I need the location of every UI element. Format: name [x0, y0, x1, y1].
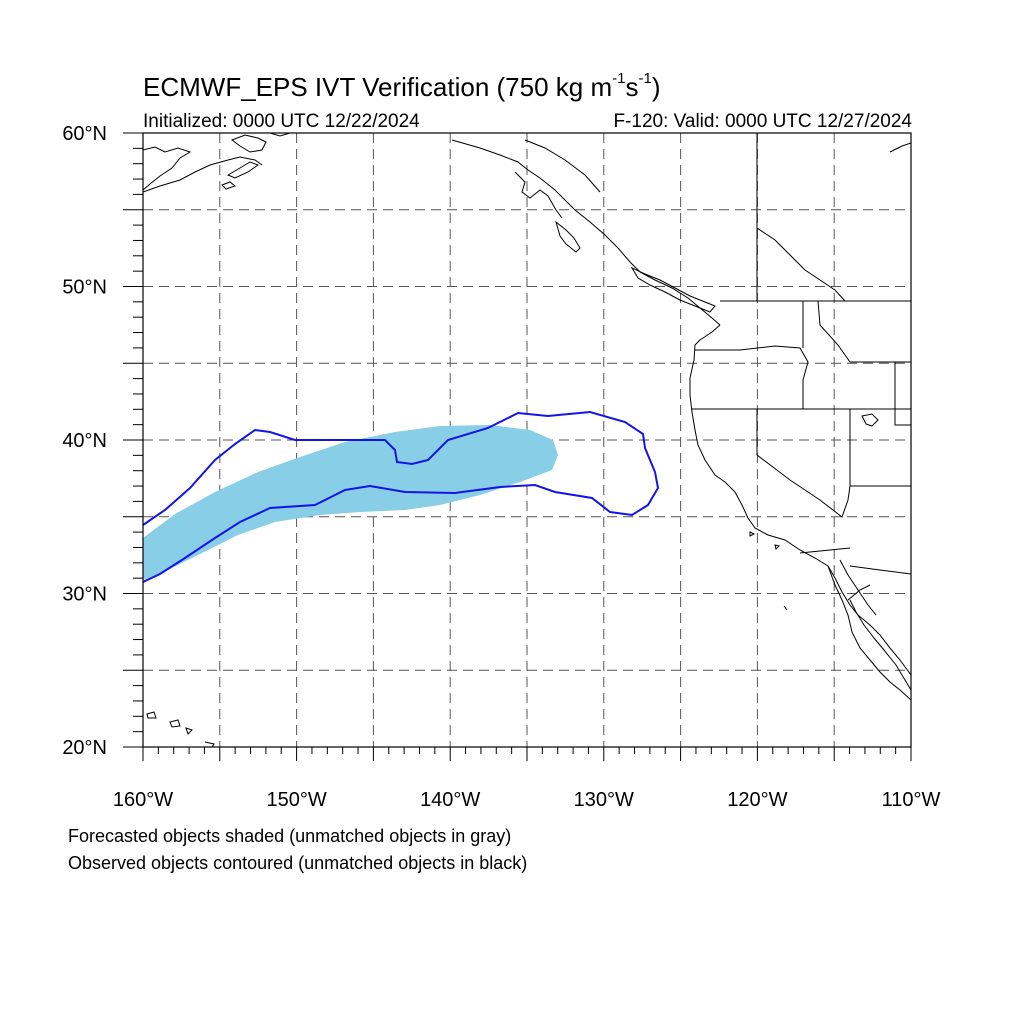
lat-tick-label: 60°N — [62, 123, 107, 145]
forecast-legend-note: Forecasted objects shaded (unmatched obj… — [68, 826, 512, 846]
lon-tick-label: 110°W — [882, 789, 941, 811]
forecast-ivt-object — [143, 425, 558, 580]
observed-legend-note: Observed objects contoured (unmatched ob… — [68, 853, 528, 873]
map-title: ECMWF_EPS IVT Verification (750 kg m-1s-… — [143, 70, 661, 102]
initialized-time: Initialized: 0000 UTC 12/22/2024 — [143, 111, 420, 132]
lon-tick-label: 150°W — [266, 789, 326, 811]
lat-tick-label: 30°N — [62, 584, 107, 606]
axis-ticks — [123, 132, 912, 761]
coastlines — [143, 133, 911, 747]
lon-tick-label: 120°W — [727, 789, 787, 811]
lon-tick-label: 140°W — [420, 789, 480, 811]
longitude-labels: 160°W 150°W 140°W 130°W 120°W 110°W — [113, 789, 941, 811]
lat-tick-label: 50°N — [62, 277, 107, 299]
valid-time: F-120: Valid: 0000 UTC 12/27/2024 — [613, 111, 912, 132]
observed-ivt-object — [143, 410, 660, 583]
lat-tick-label: 20°N — [62, 737, 107, 759]
lon-tick-label: 160°W — [113, 789, 173, 811]
lat-tick-label: 40°N — [62, 430, 107, 452]
latitude-labels: 60°N 50°N 40°N 30°N 20°N — [62, 123, 107, 759]
lon-tick-label: 130°W — [574, 789, 634, 811]
